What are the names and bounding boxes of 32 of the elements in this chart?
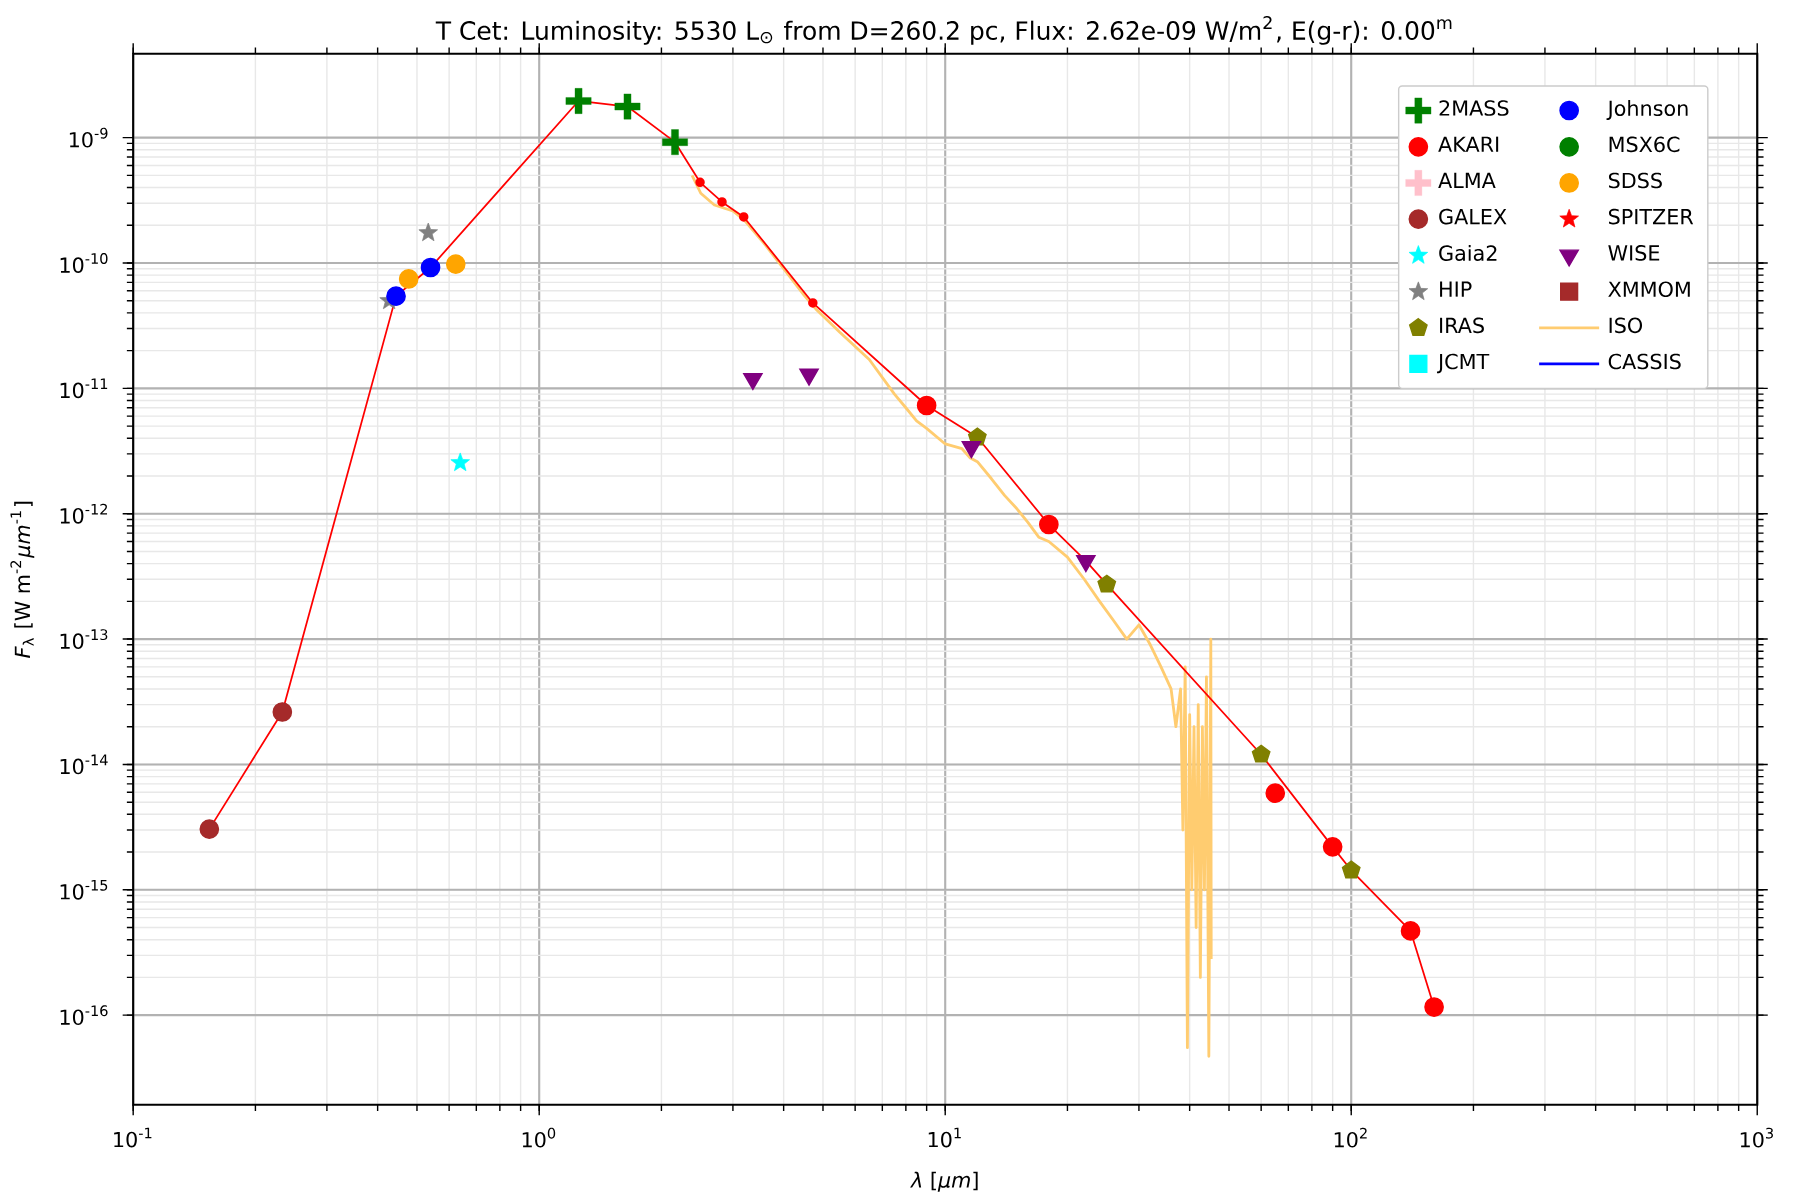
legend-label: XMMOM [1608, 281, 1690, 298]
legend-label: MSX6C [1609, 136, 1680, 153]
legend-label: 2MASS [1439, 100, 1509, 116]
x-tick-label: 10$^{0}$ [522, 1127, 556, 1148]
legend-label: WISE [1608, 245, 1660, 261]
x-tick-label: 10$^{-1}$ [114, 1127, 152, 1148]
x-tick-label: 10$^{1}$ [928, 1127, 961, 1148]
y-tick-label: 10$^{-16}$ [60, 1005, 108, 1026]
legend-label: IRAS [1440, 317, 1484, 334]
y-tick-label: 10$^{-14}$ [60, 754, 108, 775]
y-tick-label: 10$^{-10}$ [60, 253, 108, 273]
legend-label: AKARI [1438, 136, 1499, 152]
chart-title: T Cet: Luminosity: 5530 L$_{⊙}$ from D=260.2 pc, Flux: 2.62e-09 W/m$^{2}$, E(g-r): 0.00$^{m}$ [435, 16, 1452, 45]
x-tick-label: 10$^{2}$ [1334, 1127, 1367, 1148]
y-tick-label: 10$^{-12}$ [60, 503, 108, 524]
legend-label: GALEX [1439, 208, 1507, 225]
x-tick-label: 10$^{3}$ [1740, 1127, 1773, 1148]
legend-label: SDSS [1608, 172, 1662, 189]
x-axis-title: λ [μm] [910, 1171, 978, 1192]
legend-label: ISO [1609, 317, 1643, 334]
y-tick-label: 10$^{-15}$ [60, 879, 108, 900]
legend-label: CASSIS [1608, 353, 1681, 370]
legend-label: SPITZER [1608, 208, 1694, 225]
legend-label: JCMT [1436, 353, 1490, 374]
y-tick-label: 10$^{-11}$ [60, 378, 108, 399]
y-tick-label: 10$^{-9}$ [69, 127, 108, 148]
legend-label: ALMA [1438, 172, 1496, 188]
legend-label: Gaia2 [1439, 244, 1497, 261]
y-axis-title: F$_{λ}$ [W m$^{-2}$μm$^{-1}$] [10, 501, 35, 658]
y-tick-label: 10$^{-13}$ [60, 629, 108, 650]
legend-label: HIP [1440, 281, 1472, 297]
legend-label: Johnson [1606, 100, 1688, 120]
